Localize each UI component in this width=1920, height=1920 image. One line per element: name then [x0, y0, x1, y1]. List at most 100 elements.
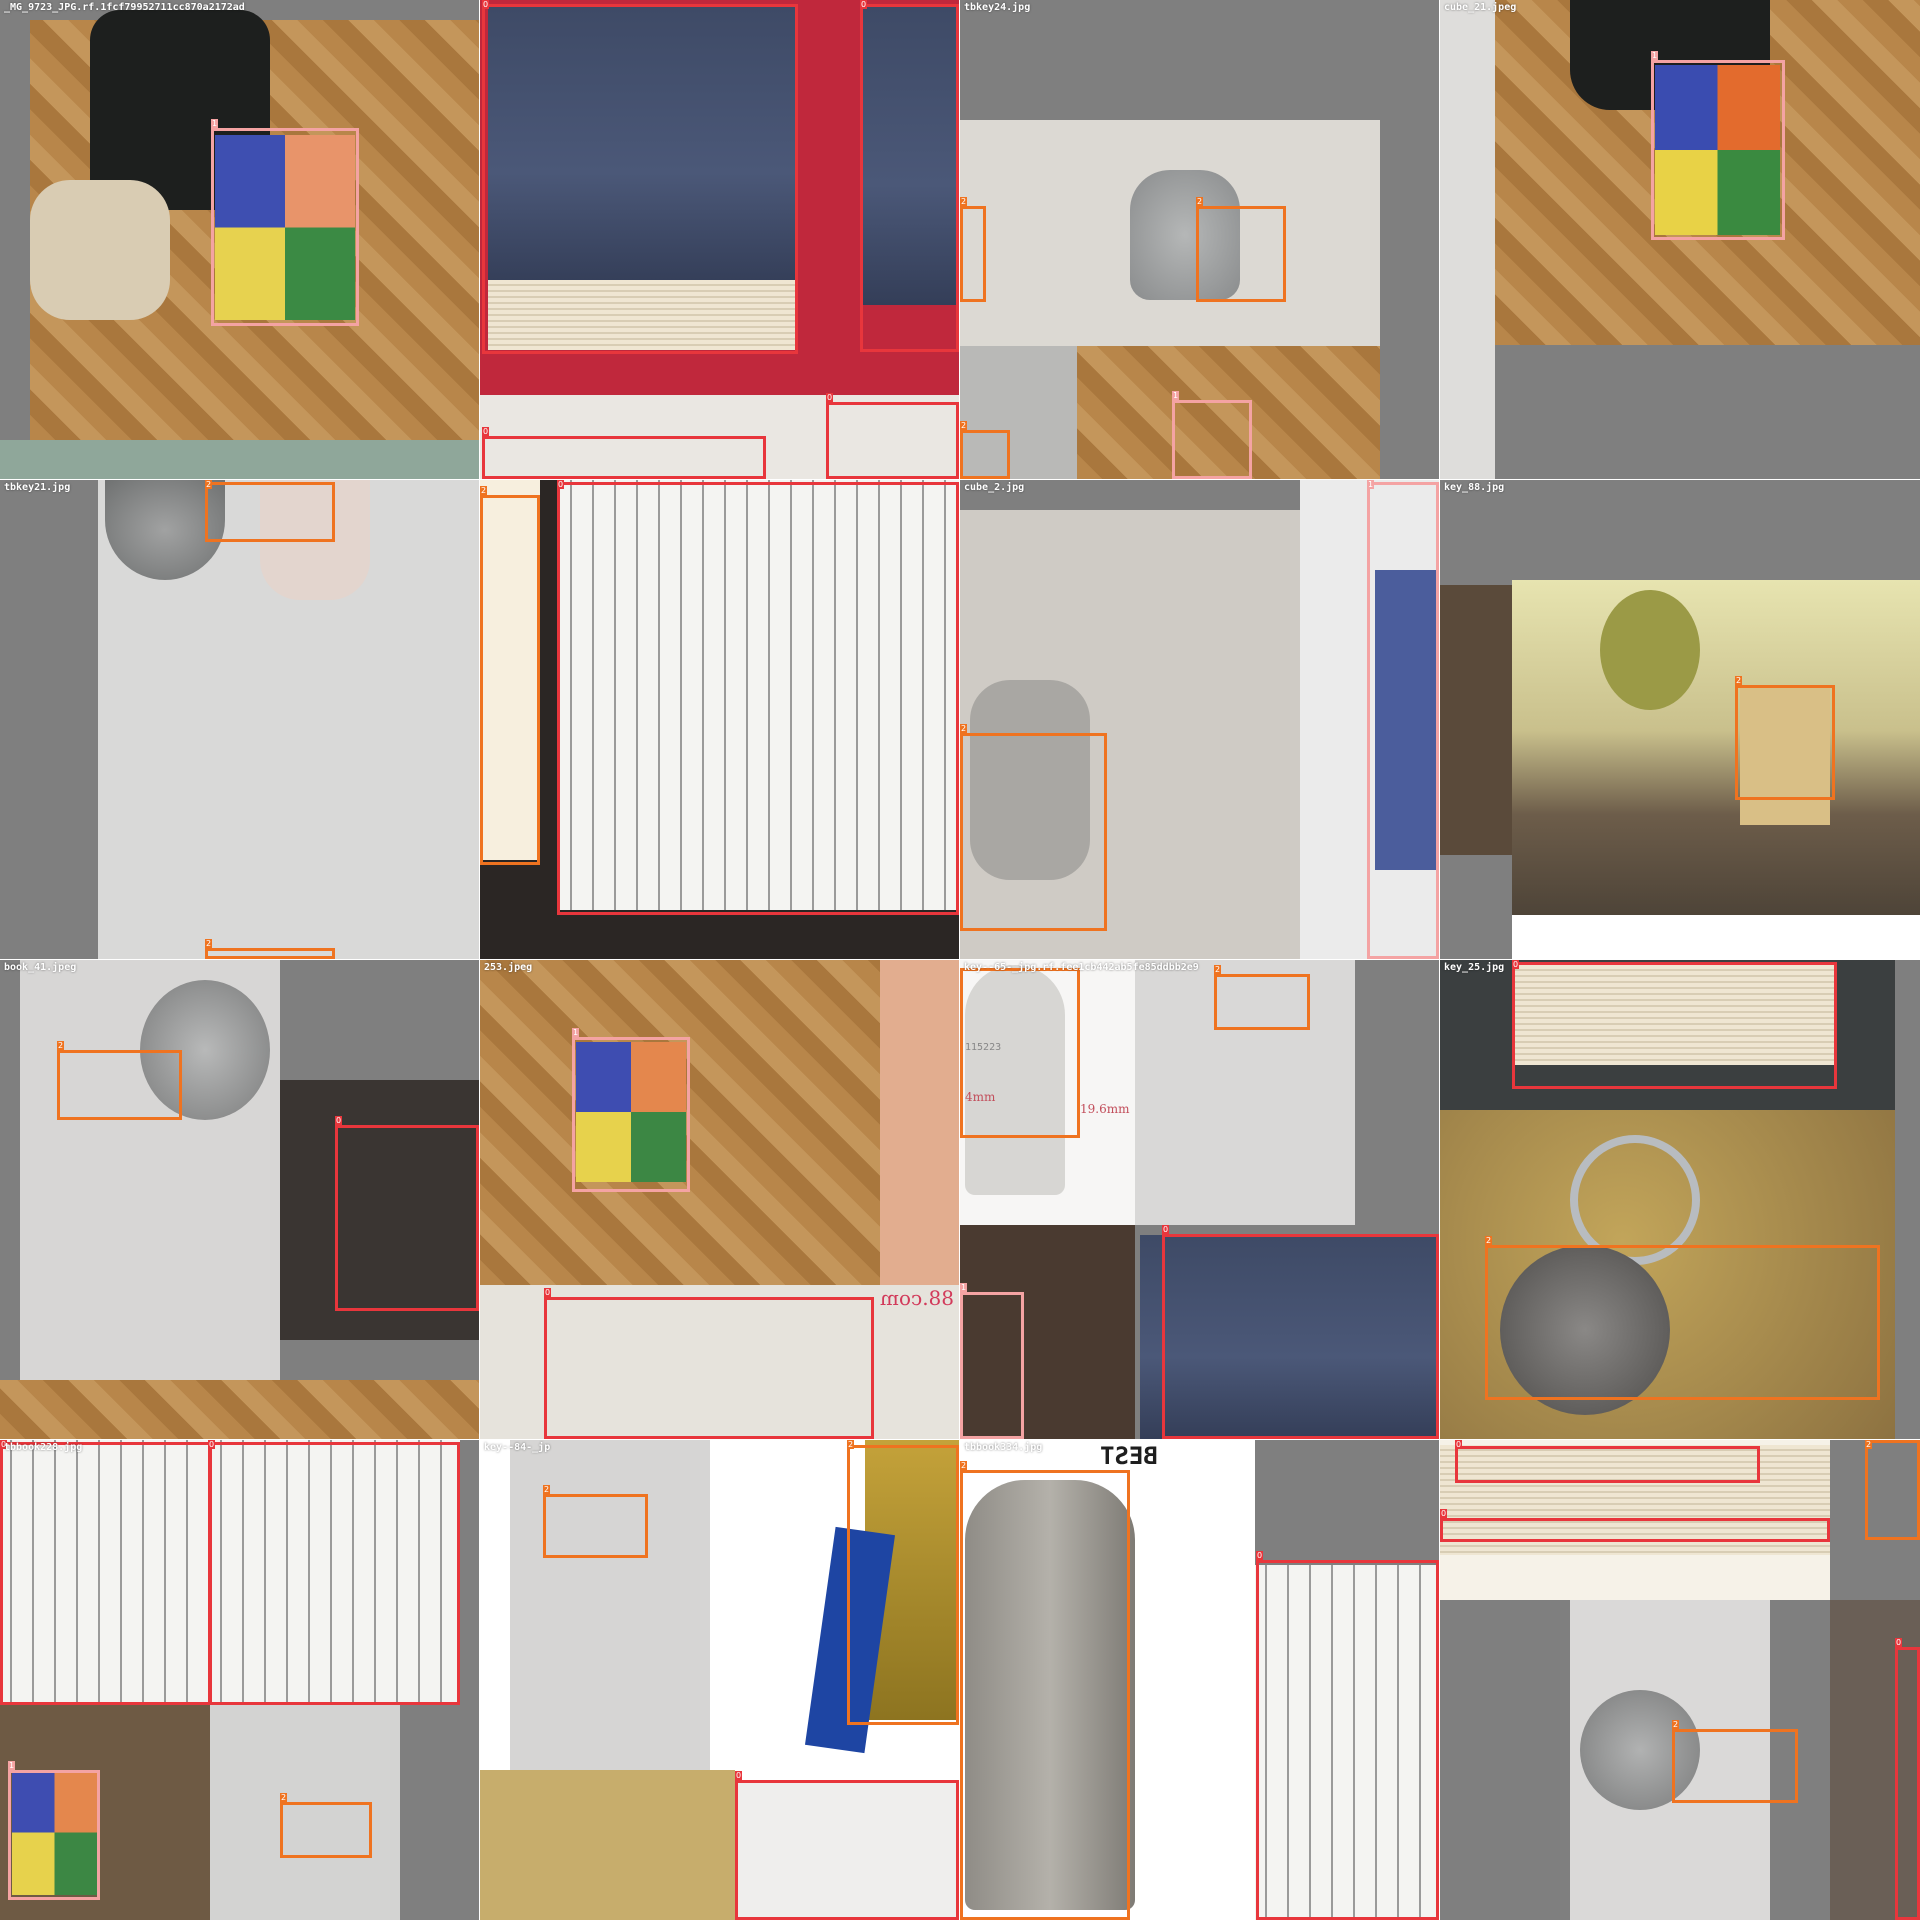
tile-key-diagram: 19.6mm 4mm 115223 2 1 0 key--65-_jpg.rf.… [960, 960, 1439, 1439]
bbox-book [1440, 1518, 1830, 1542]
tile-book-pages: 0 0 1 2 tbbook228.jpg [0, 1440, 479, 1920]
tile-filename: 253.jpeg [484, 962, 532, 974]
bbox-class-label: 2 [1735, 676, 1742, 685]
tile-filename: tbkey21.jpg [4, 482, 70, 494]
bbox-key [1735, 685, 1835, 800]
tile-filename: key_88.jpg [1444, 482, 1504, 494]
bbox-class-label: 0 [482, 0, 489, 9]
bbox-key [205, 948, 335, 959]
bbox-class-label: 2 [1196, 197, 1203, 206]
bbox-class-label: 2 [1214, 965, 1221, 974]
bbox-book [1256, 1560, 1439, 1920]
bbox-class-label: 0 [335, 1116, 342, 1125]
tile-lock-book: 2 0 book_41.jpeg [0, 960, 479, 1439]
bbox-key [960, 430, 1010, 479]
tile-filename: book_41.jpeg [4, 962, 76, 974]
tile-dice-keychain: 0 2 key_25.jpg [1440, 960, 1920, 1439]
bbox-key [960, 733, 1107, 931]
tile-cube-253: 1 0 88.com 253.jpeg [480, 960, 959, 1439]
tile-book-red: 0 0 0 0 [480, 0, 959, 479]
bbox-class-label: 2 [205, 480, 212, 489]
bbox-cube [8, 1770, 100, 1900]
bbox-book [1895, 1647, 1920, 1920]
bbox-cube [1172, 400, 1252, 479]
bbox-cube [572, 1037, 690, 1192]
dimension-label: 19.6mm [1080, 1102, 1129, 1116]
bbox-key [205, 482, 335, 542]
bbox-class-label: 2 [280, 1793, 287, 1802]
left-photo [1440, 585, 1512, 855]
bbox-class-label: 1 [211, 119, 218, 128]
bbox-key [1485, 1245, 1880, 1400]
tree [1600, 590, 1700, 710]
grey-strip [0, 440, 479, 479]
bbox-cube [1651, 60, 1785, 240]
bbox-book [482, 436, 766, 479]
bbox-class-label: 2 [480, 486, 487, 495]
bbox-book [0, 1442, 212, 1705]
bbox-class-label: 2 [57, 1041, 64, 1050]
bbox-book [335, 1125, 479, 1311]
bbox-class-label: 2 [1672, 1720, 1679, 1729]
bbox-key [480, 495, 540, 865]
left-strip [1440, 0, 1495, 479]
tile-key-book: BEST 2 0 tbbook334.jpg [960, 1440, 1439, 1920]
bbox-class-label: 0 [860, 0, 867, 9]
bbox-book [1162, 1234, 1439, 1439]
tile-filename: tbkey24.jpg [964, 2, 1030, 14]
tile-books-lock: 0 0 2 2 0 [1440, 1440, 1920, 1920]
bbox-key [960, 968, 1080, 1138]
bbox-class-label: 0 [1512, 960, 1519, 969]
skin-strip [880, 960, 959, 1285]
keyring-wood [480, 1770, 735, 1920]
bbox-book [1455, 1446, 1760, 1483]
bbox-class-label: 0 [735, 1771, 742, 1780]
mirrored-logo: BEST [1100, 1442, 1158, 1470]
bbox-class-label: 1 [8, 1761, 15, 1770]
bbox-book [208, 1442, 460, 1705]
bbox-class-label: 2 [960, 724, 967, 733]
bbox-class-label: 2 [1865, 1440, 1872, 1449]
tile-key-tag: 2 2 0 key--84-_jp [480, 1440, 959, 1920]
bbox-class-label: 0 [208, 1440, 215, 1449]
bbox-class-label: 1 [1651, 51, 1658, 60]
bbox-book [482, 4, 798, 354]
lock-photo [510, 1440, 710, 1770]
bbox-class-label: 0 [1440, 1509, 1447, 1518]
bbox-class-label: 1 [960, 1283, 967, 1292]
bbox-key [847, 1445, 959, 1725]
bbox-key [1214, 974, 1310, 1030]
tile-key-house: 2 key_88.jpg [1440, 480, 1920, 959]
bbox-book [557, 482, 959, 915]
bbox-key [57, 1050, 182, 1120]
tile-filename: tbbook334.jpg [964, 1442, 1042, 1454]
white-bottom [1512, 915, 1920, 959]
bbox-book [735, 1780, 959, 1920]
bbox-key [1672, 1729, 1798, 1803]
bbox-class-label: 0 [544, 1288, 551, 1297]
bbox-cube [960, 1292, 1024, 1439]
tile-open-book: 2 0 [480, 480, 959, 959]
bbox-class-label: 2 [960, 421, 967, 430]
bbox-class-label: 1 [1367, 480, 1374, 489]
bbox-class-label: 0 [1162, 1225, 1169, 1234]
bbox-key [960, 1470, 1130, 1920]
bbox-class-label: 1 [1172, 391, 1179, 400]
tile-keys-stone: 2 1 cube_2.jpg [960, 480, 1439, 959]
bbox-class-label: 0 [482, 427, 489, 436]
tile-filename: cube_2.jpg [964, 482, 1024, 494]
warm-room [1512, 580, 1920, 915]
bbox-class-label: 2 [847, 1440, 854, 1449]
tile-filename: key_25.jpg [1444, 962, 1504, 974]
cloth [30, 180, 170, 320]
bbox-key [543, 1494, 648, 1558]
parquet-floor [0, 1380, 479, 1439]
bbox-class-label: 1 [572, 1028, 579, 1037]
tile-cube-parquet-2: 1 cube_21.jpeg [1440, 0, 1920, 479]
tile-cube-parquet: 1 _MG_9723_JPG.rf.1fcf79952711cc870a2172… [0, 0, 479, 479]
bbox-cube [211, 128, 359, 326]
bbox-class-label: 0 [1455, 1440, 1462, 1449]
bbox-key [1865, 1440, 1920, 1540]
bbox-book [544, 1297, 874, 1439]
